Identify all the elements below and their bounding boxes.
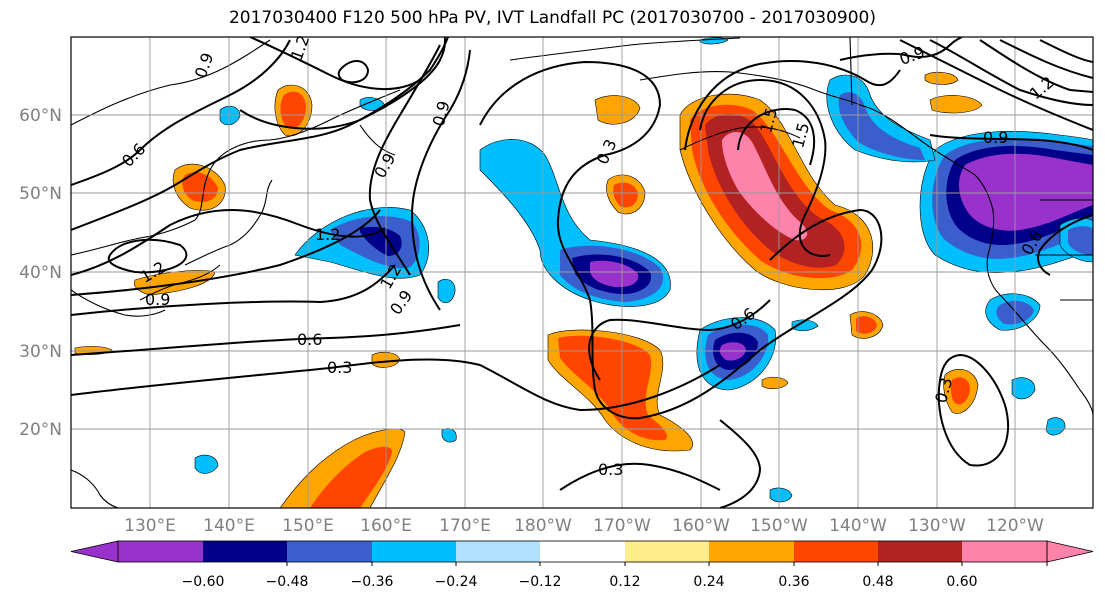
lon-label: 130°E: [124, 516, 176, 536]
lon-label: 120°W: [986, 516, 1044, 536]
colorbar-swatch: [118, 541, 203, 562]
contour-label: 0.6: [297, 330, 322, 349]
lon-label: 140°W: [829, 516, 887, 536]
colorbar-tick-label: 0.12: [609, 574, 640, 590]
colorbar-swatch: [794, 541, 878, 562]
colorbar-swatch: [625, 541, 709, 562]
colorbar-tick-label: 0.48: [862, 574, 893, 590]
ivt-shading: [74, 37, 1093, 508]
colorbar-swatch: [962, 541, 1047, 562]
colorbar-swatch: [372, 541, 456, 562]
colorbar: −0.60 −0.48 −0.36 −0.24 −0.12 0.12 0.24 …: [70, 540, 1094, 590]
map-title: 2017030400 F120 500 hPa PV, IVT Landfall…: [228, 8, 876, 28]
colorbar-tick-label: 0.36: [778, 574, 809, 590]
lon-label: 160°E: [360, 516, 412, 536]
map-frame: [70, 36, 1094, 509]
colorbar-tick-label: −0.48: [266, 574, 309, 590]
colorbar-tick-label: −0.12: [519, 574, 562, 590]
colorbar-tick-label: −0.60: [182, 574, 225, 590]
lon-label: 170°E: [439, 516, 491, 536]
longitude-labels: 130°E 140°E 150°E 160°E 170°E 180°W 170°…: [124, 516, 1044, 536]
lon-label: 170°W: [593, 516, 651, 536]
map-area: [71, 37, 1093, 508]
lon-label: 140°E: [203, 516, 255, 536]
contour-label: 1.2: [315, 225, 340, 244]
latitude-labels: 60°N 50°N 40°N 30°N 20°N: [19, 106, 62, 440]
lon-label: 180°W: [514, 516, 572, 536]
contour-label: 0.9: [145, 290, 170, 309]
lat-label: 20°N: [19, 420, 62, 440]
lat-label: 40°N: [19, 263, 62, 283]
colorbar-swatch: [287, 541, 372, 562]
lon-label: 150°W: [750, 516, 808, 536]
colorbar-swatch: [878, 541, 962, 562]
contour-label: 0.9: [983, 128, 1008, 147]
colorbar-extend-min: [70, 540, 119, 563]
colorbar-tick-label: −0.36: [351, 574, 394, 590]
colorbar-frame: [117, 540, 1048, 563]
lon-label: 160°W: [672, 516, 730, 536]
lon-label: 130°W: [908, 516, 966, 536]
contour-label: 0.3: [327, 358, 352, 377]
colorbar-tick-label: 0.60: [946, 574, 977, 590]
graticule: [71, 37, 1093, 508]
lat-label: 50°N: [19, 184, 62, 204]
colorbar-swatch: [456, 541, 540, 562]
colorbar-extend-max: [1046, 540, 1094, 563]
pv-contours: [71, 37, 1093, 508]
colorbar-swatch: [709, 541, 794, 562]
colorbar-tick-label: −0.24: [435, 574, 478, 590]
contour-label: 0.3: [598, 460, 623, 479]
lat-label: 60°N: [19, 106, 62, 126]
colorbar-swatch: [540, 541, 625, 562]
lat-label: 30°N: [19, 342, 62, 362]
lon-label: 150°E: [282, 516, 334, 536]
coastlines: [71, 37, 1093, 508]
colorbar-swatch: [203, 541, 287, 562]
colorbar-tick-label: 0.24: [693, 574, 724, 590]
